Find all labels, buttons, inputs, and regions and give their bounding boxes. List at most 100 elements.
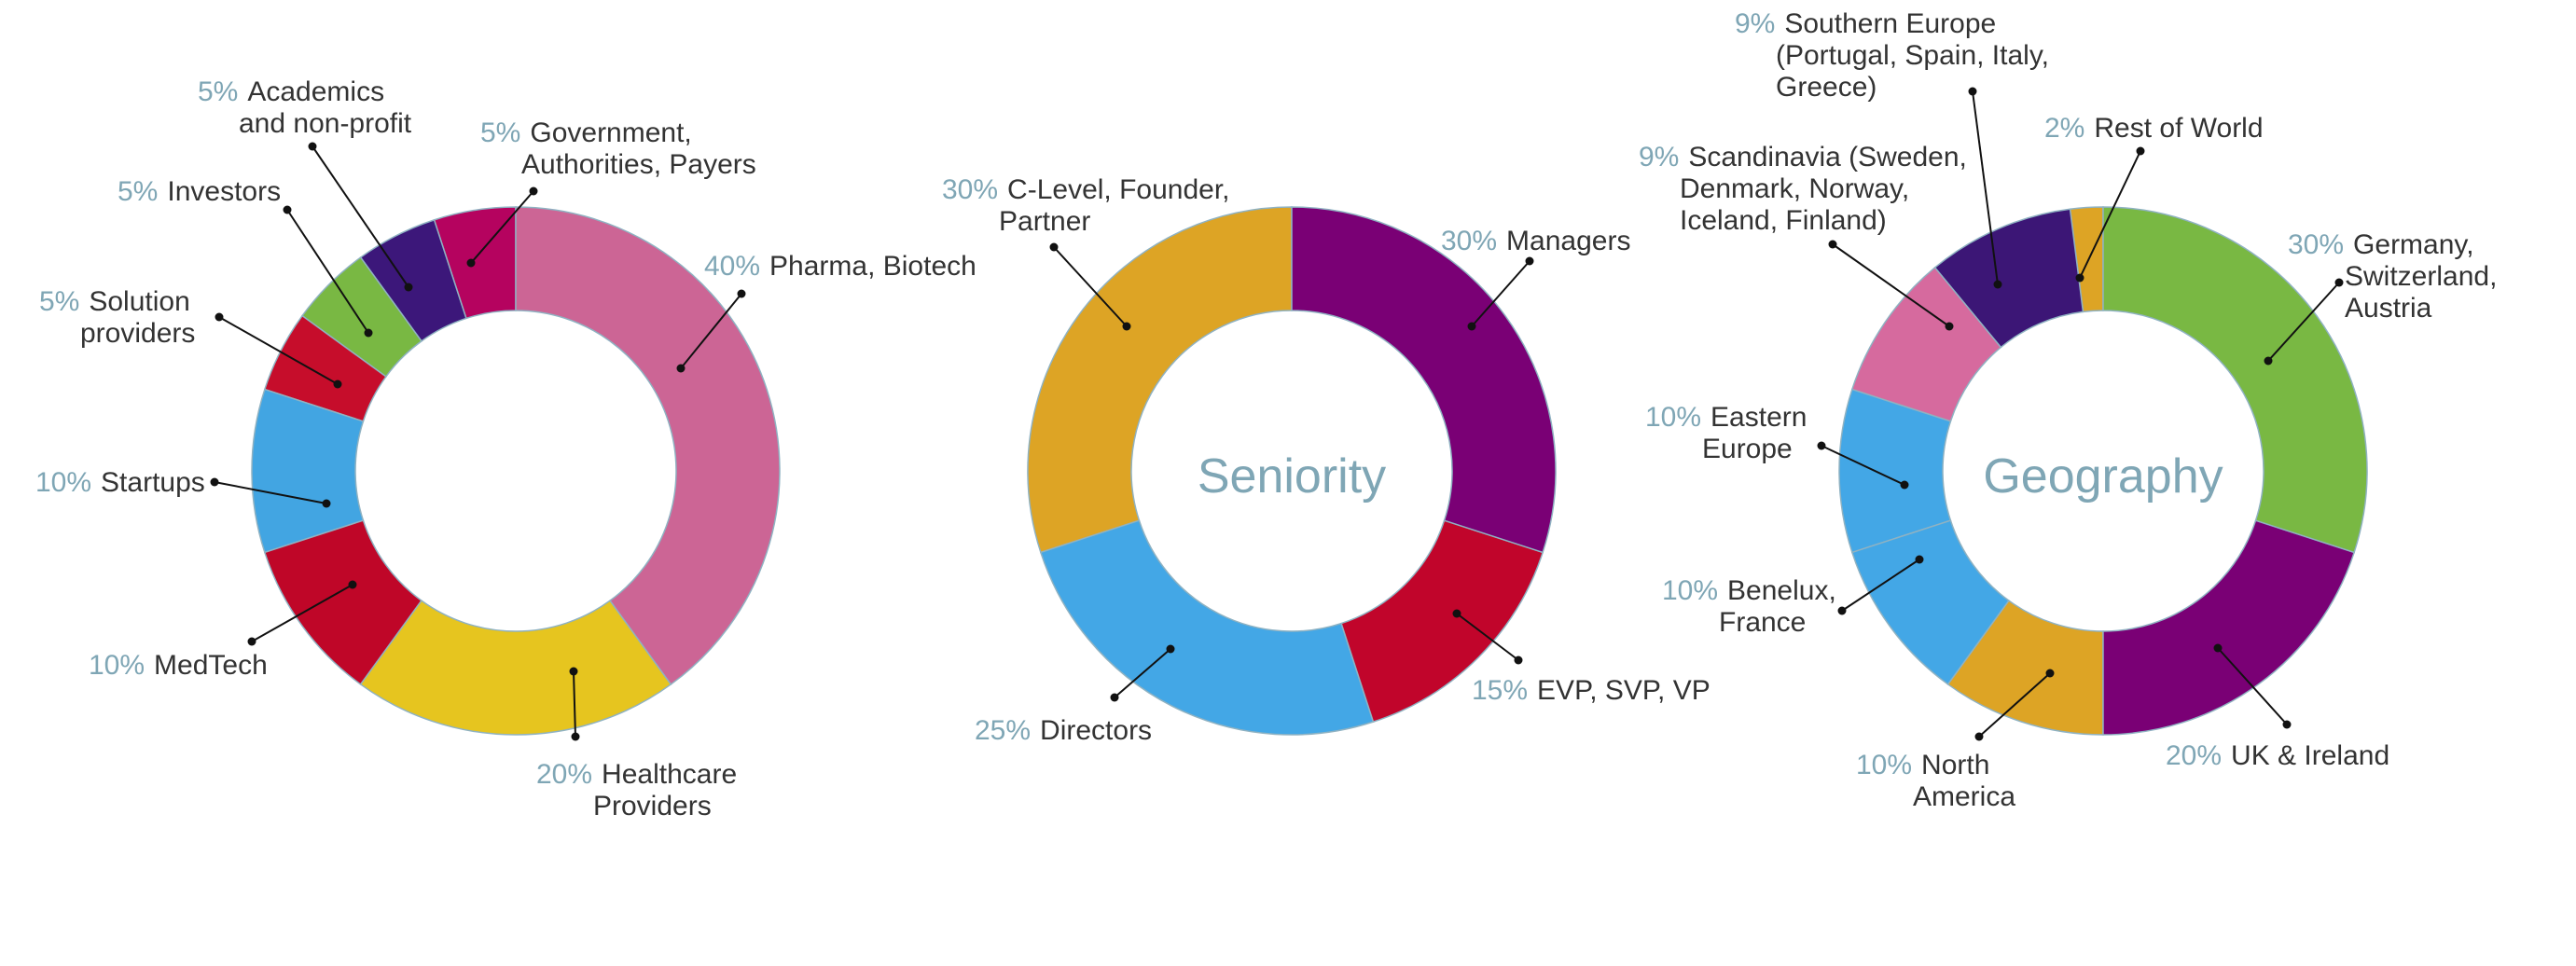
slice-percent: 20%	[536, 759, 592, 790]
leader-dot	[333, 380, 342, 389]
seniority-center-label: Seniority	[1198, 449, 1386, 504]
slice-category-text: Southern Europe	[1784, 8, 1996, 39]
donut-slice	[251, 388, 365, 554]
slice-category-text: Iceland, Finland)	[1680, 205, 1887, 236]
donut-slice	[359, 600, 672, 736]
slice-percent: 2%	[2044, 113, 2084, 144]
slice-category-text: Startups	[101, 467, 205, 498]
donut-slice	[263, 519, 422, 685]
leader-line	[1841, 559, 1920, 612]
leader-dot	[1828, 240, 1837, 249]
slice-category-text: Rest of World	[2094, 113, 2263, 144]
slice-label: 20% UK & Ireland	[2166, 740, 2389, 771]
slice-percent: 10%	[1856, 750, 1912, 780]
leader-dot	[1915, 555, 1924, 564]
leader-line	[1972, 90, 1999, 285]
seniority-donut-chart: Seniority 30% Managers 15% EVP, SVP, VP 25% D…	[942, 174, 1710, 746]
leader-line	[312, 145, 409, 288]
slice-category-text: Scandinavia (Sweden,	[1688, 142, 1967, 172]
slice-category-text: Pharma, Biotech	[769, 251, 976, 282]
leader-dot	[1837, 606, 1847, 615]
leader-dot	[1122, 322, 1131, 331]
slice-category-text: Eastern	[1710, 402, 1807, 433]
donut-slice	[301, 256, 422, 378]
leader-dot	[569, 667, 578, 676]
leader-dot	[2334, 278, 2344, 287]
donut-slice	[2102, 206, 2368, 554]
slice-label: 10% Eastern Europe	[1645, 402, 1807, 464]
leader-dot	[1974, 732, 1984, 741]
leader-dot	[737, 289, 746, 298]
slice-category-text: Government,	[530, 117, 691, 148]
donut-slice	[263, 314, 387, 422]
donut-slice	[1027, 206, 1293, 554]
slice-label: 30% C-Level, Founder, Partner	[942, 174, 1230, 237]
leader-line	[1114, 648, 1171, 698]
slice-category-text: EVP, SVP, VP	[1537, 675, 1710, 706]
slice-label: 5% Academics and non-profit	[198, 76, 412, 139]
slice-category-text: Academics	[247, 76, 384, 107]
donut-slice	[1933, 208, 2084, 349]
leader-dot	[1452, 609, 1461, 618]
slice-label: 40% Pharma, Biotech	[704, 251, 976, 282]
slice-category-text: Denmark, Norway,	[1680, 173, 1909, 204]
leader-dot	[571, 732, 580, 741]
leader-line	[214, 481, 327, 504]
slice-category-text: and non-profit	[239, 108, 412, 139]
slice-percent: 9%	[1639, 142, 1679, 172]
slice-percent: 25%	[975, 715, 1031, 746]
slice-category-text: Providers	[593, 791, 712, 821]
slice-category-text: Switzerland,	[2345, 261, 2497, 292]
leader-line	[2267, 282, 2340, 362]
slice-label: 30% Managers	[1441, 226, 1630, 256]
leader-dot	[2136, 146, 2145, 156]
slice-category-text: France	[1719, 607, 1806, 638]
leader-dot	[215, 312, 224, 322]
leader-dot	[1467, 322, 1476, 331]
leader-line	[1832, 243, 1950, 327]
slice-percent: 10%	[1662, 575, 1718, 606]
slice-category-text: Europe	[1702, 434, 1793, 464]
slice-percent: 9%	[1735, 8, 1775, 39]
slice-percent: 5%	[480, 117, 520, 148]
slice-label: 2% Rest of World	[2044, 113, 2264, 144]
donut-slice	[515, 206, 781, 686]
leader-dot	[283, 205, 292, 214]
slice-category-text: America	[1913, 781, 2015, 812]
leader-dot	[364, 328, 373, 338]
donut-slice	[1850, 519, 2010, 685]
donut-slice	[2102, 519, 2356, 736]
slice-percent: 30%	[942, 174, 998, 205]
geography-center-label: Geography	[1983, 449, 2223, 504]
leader-dot	[2264, 356, 2273, 366]
leader-dot	[1049, 242, 1059, 252]
slice-category-text: UK & Ireland	[2231, 740, 2389, 771]
slice-percent: 5%	[198, 76, 238, 107]
leader-dot	[1110, 693, 1119, 702]
leader-line	[2079, 150, 2141, 279]
leader-line	[1471, 260, 1530, 327]
slice-category-text: C-Level, Founder,	[1007, 174, 1229, 205]
slice-label: 10% MedTech	[89, 650, 268, 681]
leader-line	[1456, 613, 1519, 661]
slice-percent: 15%	[1472, 675, 1528, 706]
slice-label: 25% Directors	[975, 715, 1152, 746]
slice-label: 10% Benelux, France	[1662, 575, 1836, 638]
slice-category-text: Solution	[89, 286, 189, 317]
slice-percent: 40%	[704, 251, 760, 282]
industry-donut-chart: 40% Pharma, Biotech 20% Healthcare Providers…	[35, 76, 976, 821]
leader-dot	[1817, 441, 1826, 450]
geography-donut-chart: Geography 30% Germany, Switzerland, Austria…	[1639, 8, 2497, 812]
slice-category-text: Partner	[999, 206, 1090, 237]
leader-dot	[404, 283, 413, 292]
slice-label: 5% Government, Authorities, Payers	[480, 117, 756, 180]
slice-category-text: Healthcare	[602, 759, 737, 790]
leader-dot	[676, 364, 686, 373]
donut-slice	[1946, 600, 2104, 736]
donut-slice	[1291, 206, 1557, 554]
slice-category-text: Investors	[167, 176, 281, 207]
leader-line	[1978, 672, 2051, 738]
leader-line	[286, 209, 369, 334]
slice-percent: 30%	[1441, 226, 1497, 256]
